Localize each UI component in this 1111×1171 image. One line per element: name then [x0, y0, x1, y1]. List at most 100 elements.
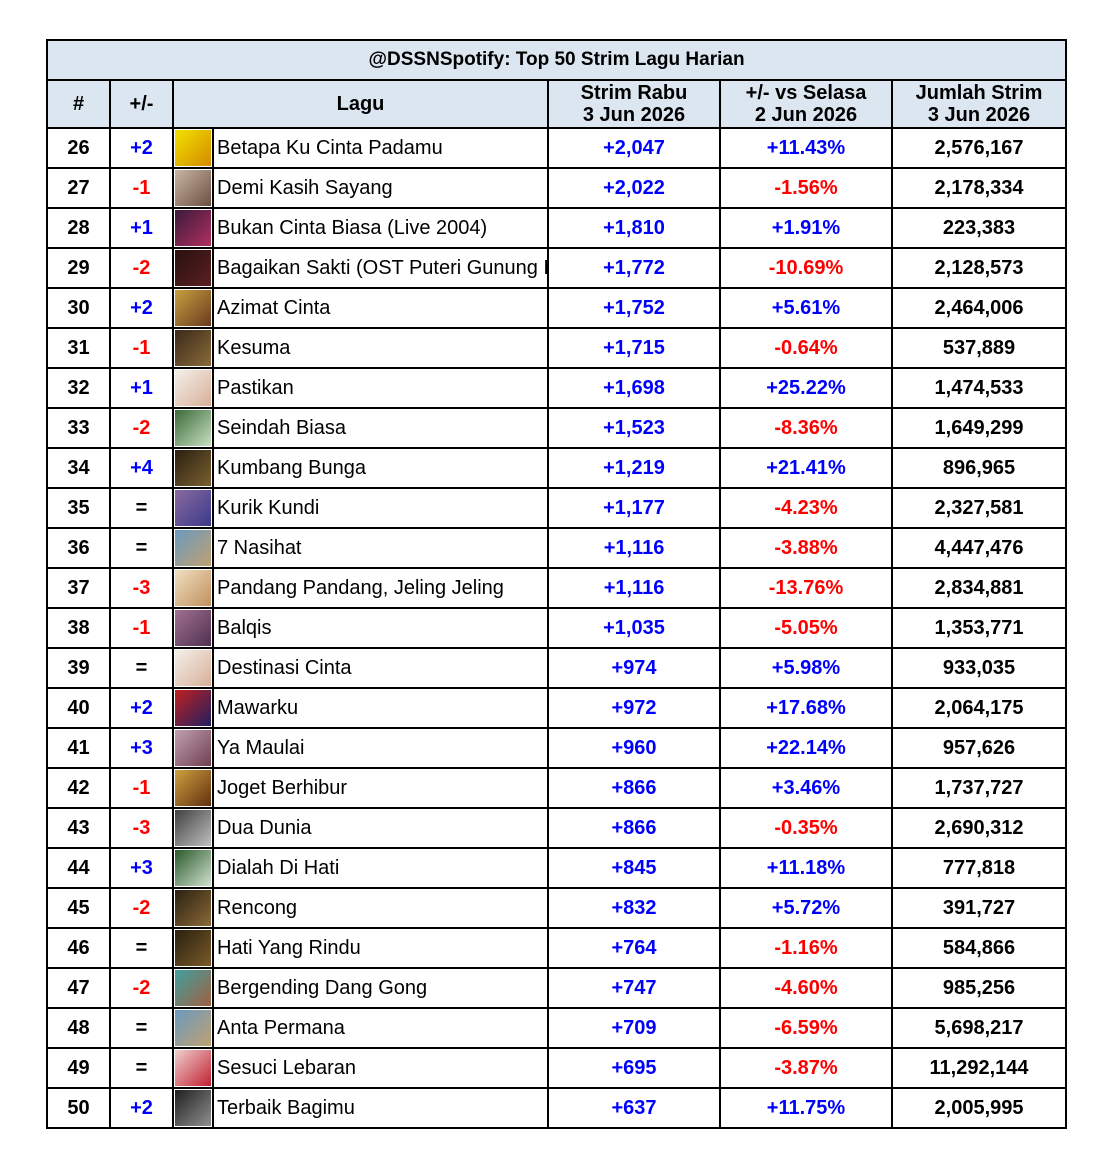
vs-previous-cell: -3.88%	[719, 527, 893, 569]
song-title: Destinasi Cinta	[212, 647, 549, 689]
daily-streams-cell: +1,116	[547, 567, 721, 609]
vs-previous-cell: -5.05%	[719, 607, 893, 649]
album-art	[172, 647, 214, 689]
header-vs-line1: +/- vs Selasa	[745, 82, 867, 104]
total-streams-cell: 2,178,334	[890, 167, 1068, 209]
change-cell: =	[109, 527, 174, 569]
rank-cell: 34	[46, 447, 111, 489]
vs-previous-cell: -4.23%	[719, 487, 893, 529]
change-cell: -1	[109, 767, 174, 809]
song-title: Demi Kasih Sayang	[212, 167, 549, 209]
daily-streams-cell: +974	[547, 647, 721, 689]
album-art-image	[175, 290, 211, 326]
album-art	[172, 927, 214, 969]
rank-cell: 28	[46, 207, 111, 249]
rank-cell: 30	[46, 287, 111, 329]
daily-streams-cell: +960	[547, 727, 721, 769]
change-cell: =	[109, 1007, 174, 1049]
album-art-image	[175, 730, 211, 766]
total-streams-cell: 985,256	[890, 967, 1068, 1009]
header-total-line1: Jumlah Strim	[915, 82, 1043, 104]
daily-streams-cell: +637	[547, 1087, 721, 1129]
vs-previous-cell: +3.46%	[719, 767, 893, 809]
album-art-image	[175, 930, 211, 966]
change-cell: -2	[109, 247, 174, 289]
table-row: 34 +4 Kumbang Bunga +1,219 +21.41% 896,965	[46, 447, 1068, 489]
change-cell: +2	[109, 687, 174, 729]
album-art	[172, 127, 214, 169]
vs-previous-cell: +11.75%	[719, 1087, 893, 1129]
daily-streams-cell: +832	[547, 887, 721, 929]
header-streams-line2: 3 Jun 2026	[582, 104, 686, 126]
rank-cell: 31	[46, 327, 111, 369]
album-art	[172, 1047, 214, 1089]
daily-streams-cell: +1,219	[547, 447, 721, 489]
change-cell: -2	[109, 887, 174, 929]
vs-previous-cell: +5.72%	[719, 887, 893, 929]
total-streams-cell: 223,383	[890, 207, 1068, 249]
song-title: Seindah Biasa	[212, 407, 549, 449]
total-streams-cell: 2,327,581	[890, 487, 1068, 529]
total-streams-cell: 896,965	[890, 447, 1068, 489]
table-row: 38 -1 Balqis +1,035 -5.05% 1,353,771	[46, 607, 1068, 649]
vs-previous-cell: -3.87%	[719, 1047, 893, 1089]
album-art-image	[175, 1010, 211, 1046]
album-art	[172, 207, 214, 249]
change-cell: +1	[109, 367, 174, 409]
header-streams-line1: Strim Rabu	[580, 82, 688, 104]
total-streams-cell: 1,474,533	[890, 367, 1068, 409]
table-row: 42 -1 Joget Berhibur +866 +3.46% 1,737,727	[46, 767, 1068, 809]
song-title: Balqis	[212, 607, 549, 649]
table-row: 46 = Hati Yang Rindu +764 -1.16% 584,866	[46, 927, 1068, 969]
daily-streams-cell: +695	[547, 1047, 721, 1089]
rank-cell: 42	[46, 767, 111, 809]
change-cell: +2	[109, 127, 174, 169]
album-art-image	[175, 330, 211, 366]
vs-previous-cell: +11.43%	[719, 127, 893, 169]
album-art-image	[175, 490, 211, 526]
song-title: 7 Nasihat	[212, 527, 549, 569]
change-cell: -2	[109, 407, 174, 449]
rank-cell: 40	[46, 687, 111, 729]
change-cell: -1	[109, 167, 174, 209]
total-streams-cell: 1,737,727	[890, 767, 1068, 809]
album-art-image	[175, 410, 211, 446]
daily-streams-cell: +1,035	[547, 607, 721, 649]
rank-cell: 49	[46, 1047, 111, 1089]
vs-previous-cell: -4.60%	[719, 967, 893, 1009]
change-cell: +1	[109, 207, 174, 249]
album-art	[172, 727, 214, 769]
daily-streams-cell: +1,116	[547, 527, 721, 569]
header-total: Jumlah Strim 3 Jun 2026	[890, 79, 1068, 129]
total-streams-cell: 2,464,006	[890, 287, 1068, 329]
daily-streams-cell: +866	[547, 807, 721, 849]
total-streams-cell: 1,649,299	[890, 407, 1068, 449]
album-art	[172, 847, 214, 889]
change-cell: =	[109, 647, 174, 689]
change-cell: -3	[109, 567, 174, 609]
vs-previous-cell: -0.35%	[719, 807, 893, 849]
song-title: Dua Dunia	[212, 807, 549, 849]
album-art-image	[175, 570, 211, 606]
album-art	[172, 367, 214, 409]
vs-previous-cell: +11.18%	[719, 847, 893, 889]
rank-cell: 38	[46, 607, 111, 649]
daily-streams-cell: +1,698	[547, 367, 721, 409]
header-change: +/-	[109, 79, 174, 129]
rank-cell: 50	[46, 1087, 111, 1129]
album-art	[172, 1007, 214, 1049]
rank-cell: 33	[46, 407, 111, 449]
album-art	[172, 167, 214, 209]
total-streams-cell: 2,064,175	[890, 687, 1068, 729]
daily-streams-cell: +1,810	[547, 207, 721, 249]
rank-cell: 43	[46, 807, 111, 849]
rank-cell: 32	[46, 367, 111, 409]
vs-previous-cell: +25.22%	[719, 367, 893, 409]
table-row: 40 +2 Mawarku +972 +17.68% 2,064,175	[46, 687, 1068, 729]
daily-streams-cell: +1,715	[547, 327, 721, 369]
album-art	[172, 887, 214, 929]
rank-cell: 39	[46, 647, 111, 689]
table-row: 50 +2 Terbaik Bagimu +637 +11.75% 2,005,995	[46, 1087, 1068, 1129]
song-title: Kesuma	[212, 327, 549, 369]
daily-streams-cell: +866	[547, 767, 721, 809]
